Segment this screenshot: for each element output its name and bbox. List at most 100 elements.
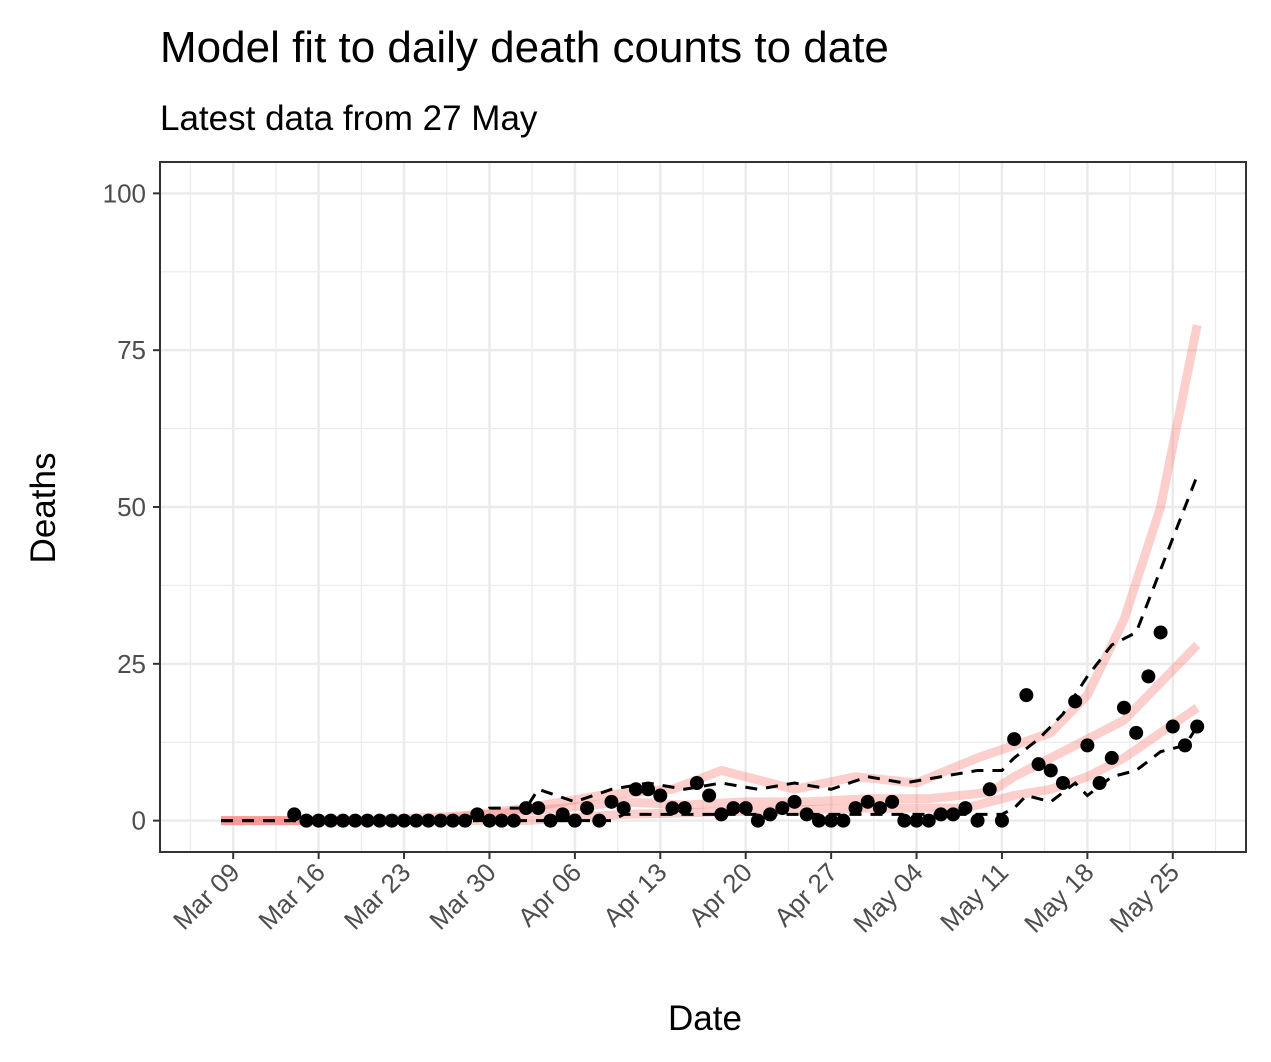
data-point (1031, 757, 1046, 772)
data-point (653, 788, 668, 803)
x-tick-label: May 18 (1018, 857, 1100, 939)
data-point (348, 813, 363, 828)
data-point (567, 813, 582, 828)
x-tick-label: Apr 27 (768, 857, 843, 932)
x-tick-label: Mar 09 (167, 857, 245, 935)
model-trajectory (221, 324, 1202, 826)
data-point (958, 801, 973, 816)
y-tick-label: 100 (103, 178, 146, 208)
data-point (1129, 725, 1144, 740)
data-point (299, 813, 314, 828)
data-point (775, 801, 790, 816)
data-point (1055, 776, 1070, 790)
data-point (580, 801, 595, 816)
data-point (433, 813, 448, 828)
data-point (458, 813, 473, 828)
y-tick-label: 0 (132, 806, 146, 836)
x-tick-label: Apr 06 (512, 857, 587, 932)
y-tick-label: 75 (117, 335, 146, 365)
data-point (409, 813, 424, 828)
data-point (750, 813, 765, 828)
x-tick-label: Mar 30 (423, 857, 501, 935)
data-point (897, 813, 912, 828)
x-tick-label: May 25 (1104, 857, 1186, 939)
data-point (506, 813, 521, 828)
y-axis-label: Deaths (24, 453, 63, 564)
data-point (360, 813, 375, 828)
data-point (860, 794, 875, 809)
data-point (970, 813, 985, 828)
data-point (1177, 738, 1192, 753)
data-point (946, 807, 961, 822)
data-point (311, 813, 326, 828)
data-point (372, 813, 387, 828)
y-tick-label: 25 (117, 649, 146, 679)
data-point (921, 813, 936, 828)
data-point (872, 801, 887, 816)
data-point (641, 782, 656, 797)
x-tick-label: May 04 (847, 857, 929, 939)
model-trajectory (221, 704, 1200, 826)
chart-subtitle: Latest data from 27 May (160, 99, 538, 138)
plot-border (159, 161, 1247, 853)
data-point (848, 801, 863, 816)
data-point (738, 801, 753, 816)
data-point (1116, 700, 1131, 715)
data-point (604, 794, 619, 809)
data-point (714, 807, 729, 822)
data-point (336, 813, 351, 828)
data-point (665, 801, 680, 816)
data-point (494, 813, 509, 828)
data-point (994, 813, 1009, 828)
data-point (787, 794, 802, 809)
x-tick-label: May 11 (934, 857, 1014, 937)
data-point (885, 794, 900, 809)
x-tick-label: Mar 16 (252, 857, 330, 935)
x-axis-label: Date (668, 999, 742, 1038)
data-point (824, 813, 839, 828)
data-point (470, 807, 485, 822)
interval-line (221, 475, 1199, 823)
data-point (933, 807, 948, 822)
data-point (909, 813, 924, 828)
data-point (1104, 750, 1119, 765)
x-tick-label: Mar 23 (338, 857, 416, 935)
data-point (531, 801, 546, 816)
data-point (323, 813, 338, 828)
x-tick-label: Apr 13 (597, 857, 672, 932)
data-point (1141, 669, 1156, 684)
data-point (482, 813, 497, 828)
data-point (982, 782, 997, 797)
data-point (421, 813, 436, 828)
data-point (1019, 688, 1034, 703)
data-point (1068, 694, 1083, 709)
data-point (445, 813, 460, 828)
chart-title: Model fit to daily death counts to date (160, 23, 889, 72)
y-tick-label: 50 (117, 492, 146, 522)
data-point (677, 801, 692, 816)
data-point (519, 801, 534, 816)
data-point (543, 813, 558, 828)
data-point (1165, 719, 1180, 734)
data-point (1007, 732, 1022, 747)
data-point (689, 776, 704, 790)
data-point (592, 813, 607, 828)
data-point (555, 807, 570, 822)
data-point (763, 807, 778, 822)
data-point (726, 801, 741, 816)
data-point (616, 801, 631, 816)
data-point (287, 807, 302, 822)
grid (160, 162, 1246, 852)
data-point (384, 813, 399, 828)
data-point (397, 813, 412, 828)
data-point (1190, 719, 1205, 734)
data-point (702, 788, 717, 803)
data-point (811, 813, 826, 828)
data-point (799, 807, 814, 822)
data-point (628, 782, 643, 797)
data-point (836, 813, 851, 828)
data-point (1080, 738, 1095, 753)
data-point (1092, 776, 1107, 790)
data-point (1043, 763, 1058, 778)
x-tick-label: Apr 20 (683, 857, 758, 932)
